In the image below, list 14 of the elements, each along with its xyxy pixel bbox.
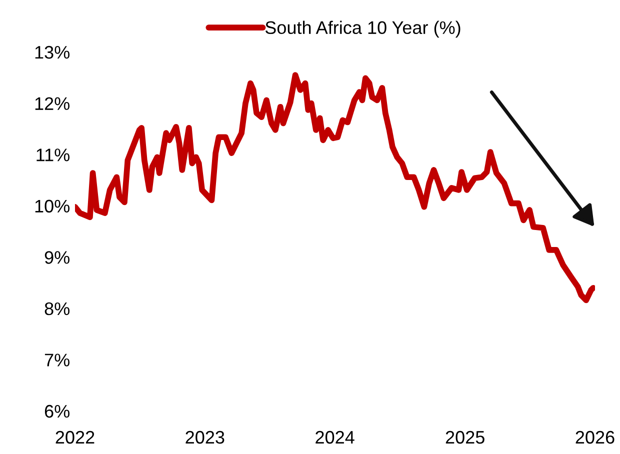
y-tick-label: 12% (35, 97, 70, 110)
y-tick-label: 13% (35, 46, 70, 59)
y-tick-label: 9% (44, 251, 70, 264)
y-tick-label: 8% (44, 302, 70, 316)
x-tick-label: 2024 (316, 430, 354, 444)
x-tick-label: 2026 (576, 430, 614, 444)
y-tick-label: 6% (44, 404, 70, 418)
x-tick-label: 2023 (186, 430, 224, 444)
x-tick-label: 2022 (56, 430, 94, 444)
x-tick-label: 2025 (446, 430, 484, 444)
y-tick-label: 10% (35, 200, 70, 213)
legend-label: South Africa 10 Year (%) (265, 20, 460, 38)
y-tick-label: 7% (44, 354, 70, 366)
y-tick-label: 11% (36, 148, 70, 162)
